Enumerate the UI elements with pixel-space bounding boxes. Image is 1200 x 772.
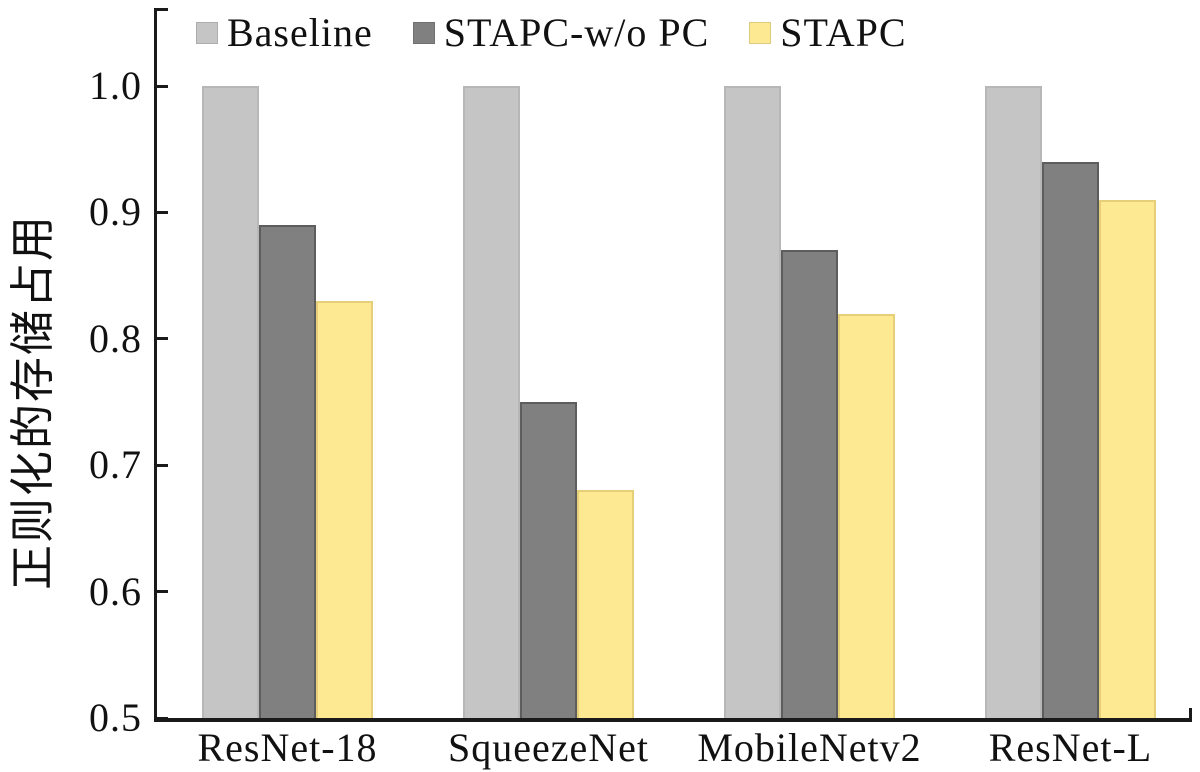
y-tick-mark	[157, 210, 168, 214]
legend-item: STAPC	[749, 10, 907, 55]
y-tick-mark	[157, 716, 168, 720]
legend-swatch-icon	[412, 22, 435, 44]
y-tick-mark	[157, 337, 168, 341]
legend-label: STAPC	[780, 10, 907, 55]
bar	[316, 300, 373, 718]
y-axis-end-cap	[154, 8, 168, 11]
bar	[202, 86, 259, 718]
y-axis-spine	[154, 8, 157, 722]
bar	[838, 313, 895, 718]
legend-swatch-icon	[749, 22, 772, 44]
bar	[781, 250, 838, 718]
y-tick-label: 0.5	[89, 695, 142, 740]
y-tick-mark	[157, 84, 168, 88]
y-tick-label: 0.9	[89, 189, 142, 235]
x-axis-category-label: ResNet-L	[988, 725, 1153, 770]
bar	[463, 86, 520, 718]
x-axis-end-cap	[1189, 708, 1192, 719]
y-tick-label: 0.7	[89, 442, 142, 488]
y-axis-title: 正则化的存储占用	[8, 214, 58, 591]
legend: Baseline STAPC-w/o PC STAPC	[196, 10, 907, 55]
x-axis-spine	[154, 718, 1192, 722]
legend-label: Baseline	[227, 10, 373, 55]
x-axis-category-label: SqueezeNet	[447, 725, 649, 770]
legend-item: STAPC-w/o PC	[412, 10, 710, 55]
x-axis-category-label: MobileNetv2	[697, 725, 922, 770]
legend-label: STAPC-w/o PC	[443, 10, 710, 55]
legend-swatch-icon	[196, 22, 218, 44]
legend-item: Baseline	[196, 10, 373, 55]
bar	[259, 225, 316, 718]
y-tick-label: 0.6	[89, 568, 142, 614]
bar	[1042, 161, 1099, 718]
bar	[1099, 199, 1156, 718]
bar	[520, 402, 577, 718]
y-tick-label: 0.8	[89, 315, 142, 361]
bar	[577, 490, 634, 718]
bar	[724, 86, 781, 718]
bar	[985, 86, 1042, 718]
y-tick-label: 1.0	[89, 63, 142, 108]
y-tick-mark	[157, 463, 168, 467]
y-tick-mark	[157, 590, 168, 594]
x-axis-category-label: ResNet-18	[197, 725, 378, 770]
